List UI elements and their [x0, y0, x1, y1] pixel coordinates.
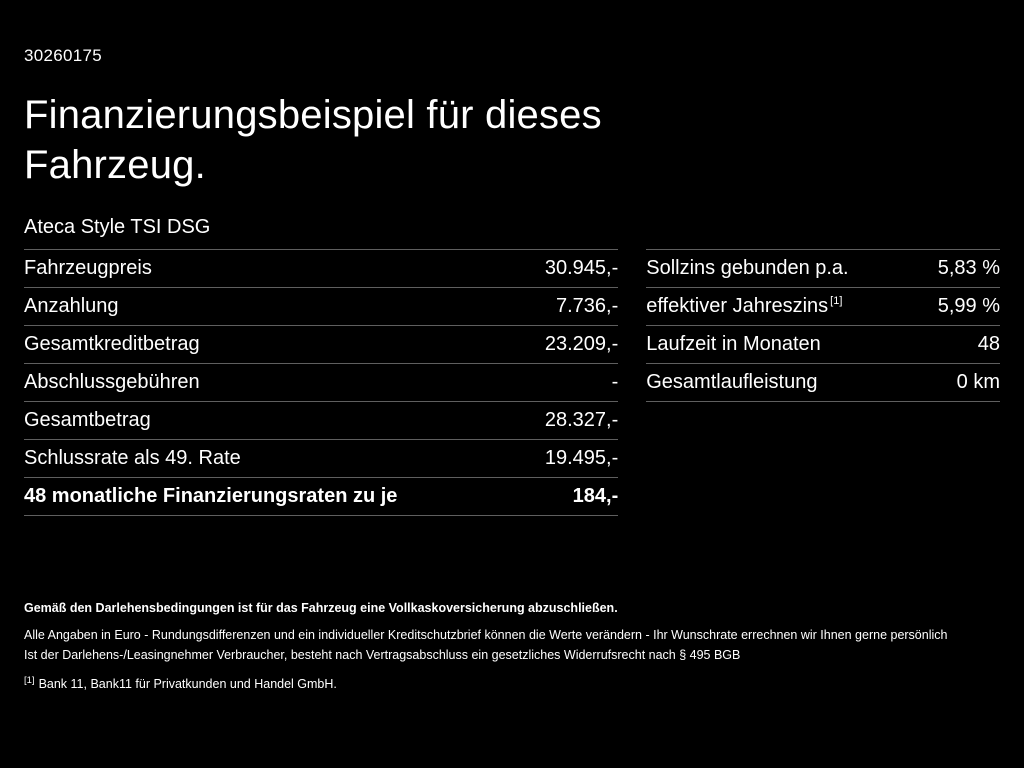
footnote-ref-superscript: [1]	[830, 295, 843, 308]
table-row: Gesamtlaufleistung 0 km	[646, 363, 1000, 402]
row-value: 23.209,-	[544, 333, 619, 355]
footer-footnote: [1] Bank 11, Bank11 für Privatkunden und …	[24, 674, 1000, 695]
row-value: 5,99 %	[937, 295, 1000, 317]
footer-disclaimer-2: Ist der Darlehens-/Leasingnehmer Verbrau…	[24, 648, 741, 663]
row-label: Laufzeit in Monaten	[646, 333, 821, 355]
table-row: Abschlussgebühren -	[24, 363, 619, 401]
reference-number: 30260175	[24, 46, 103, 65]
row-label: effektiver Jahreszins [1]	[646, 295, 843, 317]
row-label: Sollzins gebunden p.a.	[646, 257, 849, 279]
row-value: 28.327,-	[544, 409, 619, 431]
finance-table-right: Sollzins gebunden p.a. 5,83 % effektiver…	[646, 249, 1000, 402]
table-row: Gesamtbetrag 28.327,-	[24, 401, 619, 439]
table-row: effektiver Jahreszins [1] 5,99 %	[646, 287, 1000, 325]
page-title-line-1: Finanzierungsbeispiel für dieses	[24, 93, 602, 137]
row-value: 30.945,-	[544, 257, 619, 279]
row-value: 5,83 %	[937, 257, 1000, 279]
legal-footer: Gemäß den Darlehensbedingungen ist für d…	[24, 598, 1000, 695]
table-row-monthly-rate: 48 monatliche Finanzierungsraten zu je 1…	[24, 477, 619, 516]
row-label: Schlussrate als 49. Rate	[24, 447, 241, 469]
row-value: 48	[977, 333, 1000, 355]
footer-insurance-note: Gemäß den Darlehensbedingungen ist für d…	[24, 601, 618, 615]
finance-table-left: Fahrzeugpreis 30.945,- Anzahlung 7.736,-…	[24, 249, 619, 516]
footnote-text: Bank 11, Bank11 für Privatkunden und Han…	[38, 676, 337, 691]
table-row: Schlussrate als 49. Rate 19.495,-	[24, 439, 619, 477]
row-label: Gesamtlaufleistung	[646, 371, 818, 393]
row-value: 0 km	[956, 371, 1000, 393]
footer-disclaimer-1: Alle Angaben in Euro - Rundungsdifferenz…	[24, 627, 948, 642]
table-row: Anzahlung 7.736,-	[24, 287, 619, 325]
row-label: 48 monatliche Finanzierungsraten zu je	[24, 485, 398, 507]
row-label: Anzahlung	[24, 295, 119, 317]
row-label: Abschlussgebühren	[24, 371, 200, 393]
table-row: Fahrzeugpreis 30.945,-	[24, 249, 619, 287]
row-label: Fahrzeugpreis	[24, 257, 152, 279]
footnote-marker: [1]	[24, 674, 35, 686]
row-value: -	[611, 371, 619, 393]
table-row: Sollzins gebunden p.a. 5,83 %	[646, 249, 1000, 287]
row-label: Gesamtbetrag	[24, 409, 151, 431]
page-title: Finanzierungsbeispiel für dieses Fahrzeu…	[24, 90, 1000, 190]
vehicle-model-subtitle: Ateca Style TSI DSG	[24, 216, 211, 238]
finance-tables: Fahrzeugpreis 30.945,- Anzahlung 7.736,-…	[24, 249, 1000, 516]
table-row: Gesamtkreditbetrag 23.209,-	[24, 325, 619, 363]
row-value: 19.495,-	[544, 447, 619, 469]
page-title-line-2: Fahrzeug.	[24, 143, 206, 187]
row-value: 7.736,-	[555, 295, 619, 317]
row-value: 184,-	[572, 485, 619, 507]
table-row: Laufzeit in Monaten 48	[646, 325, 1000, 363]
row-label: Gesamtkreditbetrag	[24, 333, 200, 355]
